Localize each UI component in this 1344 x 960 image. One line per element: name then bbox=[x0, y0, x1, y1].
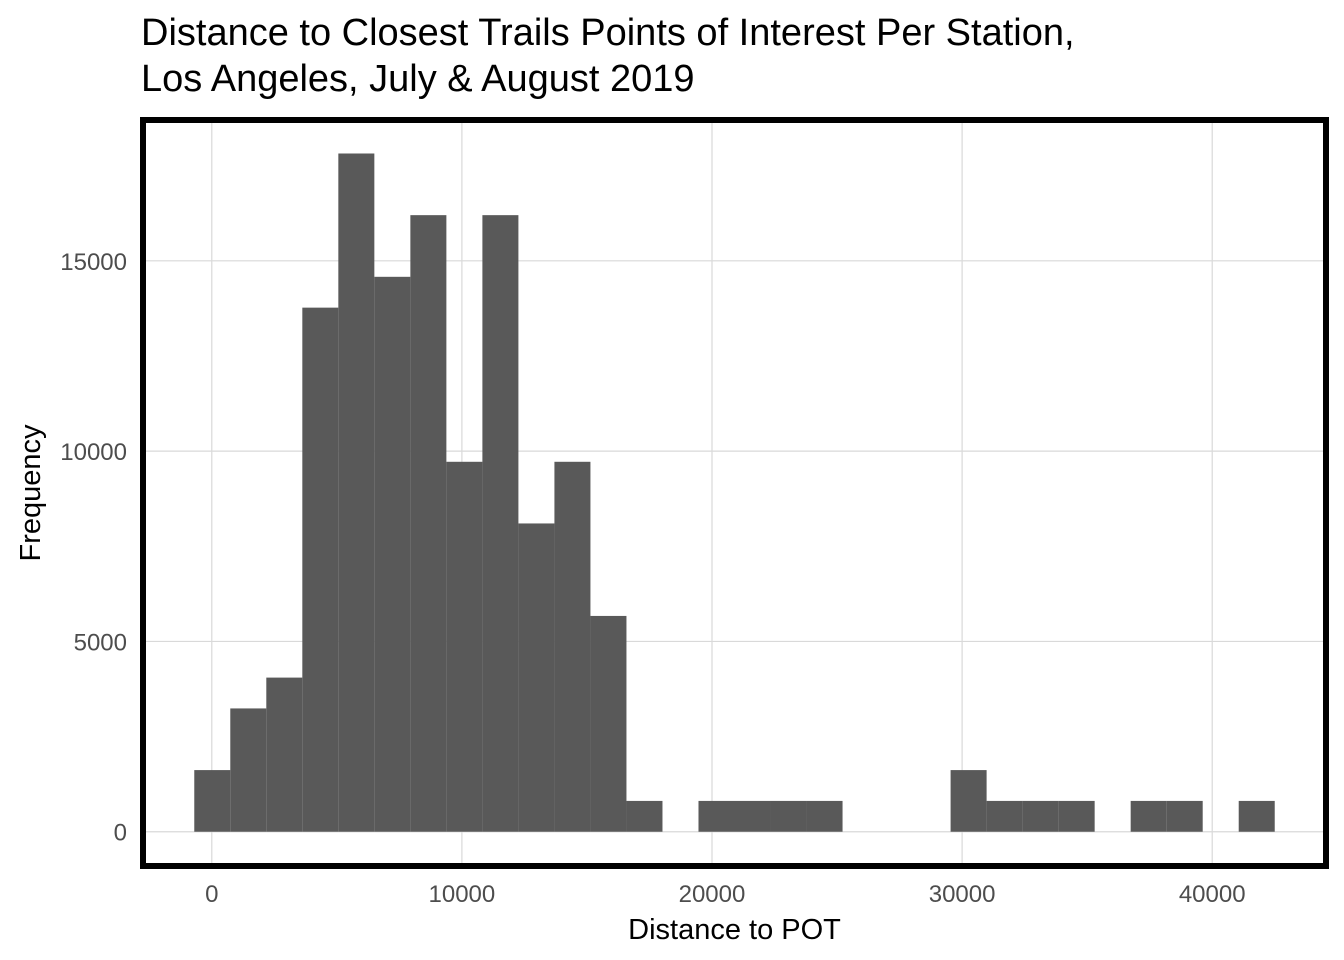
histogram-bar bbox=[374, 277, 410, 832]
histogram-bar bbox=[987, 801, 1023, 832]
histogram-bar bbox=[590, 616, 626, 832]
histogram-bar bbox=[698, 801, 734, 832]
x-axis-ticks: 0 10000 20000 30000 40000 bbox=[205, 881, 1245, 908]
histogram-bar bbox=[482, 215, 518, 832]
x-tick-label: 20000 bbox=[679, 881, 746, 908]
histogram-bar bbox=[194, 770, 230, 832]
histogram-bar bbox=[771, 801, 807, 832]
y-tick-label: 5000 bbox=[74, 629, 127, 656]
y-axis-title: Frequency bbox=[15, 424, 47, 562]
x-tick-label: 30000 bbox=[929, 881, 996, 908]
histogram-bar bbox=[1131, 801, 1167, 832]
y-axis-ticks: 0 5000 10000 15000 bbox=[60, 249, 127, 847]
histogram-bar bbox=[626, 801, 662, 832]
histogram-bar bbox=[1167, 801, 1203, 832]
histogram-bar bbox=[410, 215, 446, 832]
y-tick-label: 15000 bbox=[60, 249, 127, 276]
histogram-bar bbox=[518, 523, 554, 831]
y-tick-label: 10000 bbox=[60, 439, 127, 466]
histogram-bar bbox=[735, 801, 771, 832]
y-tick-label: 0 bbox=[114, 820, 127, 847]
x-axis-title: Distance to POT bbox=[628, 914, 841, 946]
histogram-bar bbox=[951, 770, 987, 832]
histogram-bar bbox=[807, 801, 843, 832]
histogram-bar bbox=[266, 678, 302, 832]
histogram-bar bbox=[338, 153, 374, 831]
x-tick-label: 0 bbox=[205, 881, 218, 908]
histogram-bars bbox=[194, 153, 1274, 831]
histogram-bar bbox=[1023, 801, 1059, 832]
histogram-bar bbox=[554, 462, 590, 832]
x-tick-label: 10000 bbox=[429, 881, 496, 908]
histogram-bar bbox=[1059, 801, 1095, 832]
histogram-bar bbox=[1239, 801, 1275, 832]
histogram-bar bbox=[230, 708, 266, 831]
x-tick-label: 40000 bbox=[1179, 881, 1246, 908]
histogram-bar bbox=[302, 308, 338, 832]
histogram-bar bbox=[446, 462, 482, 832]
